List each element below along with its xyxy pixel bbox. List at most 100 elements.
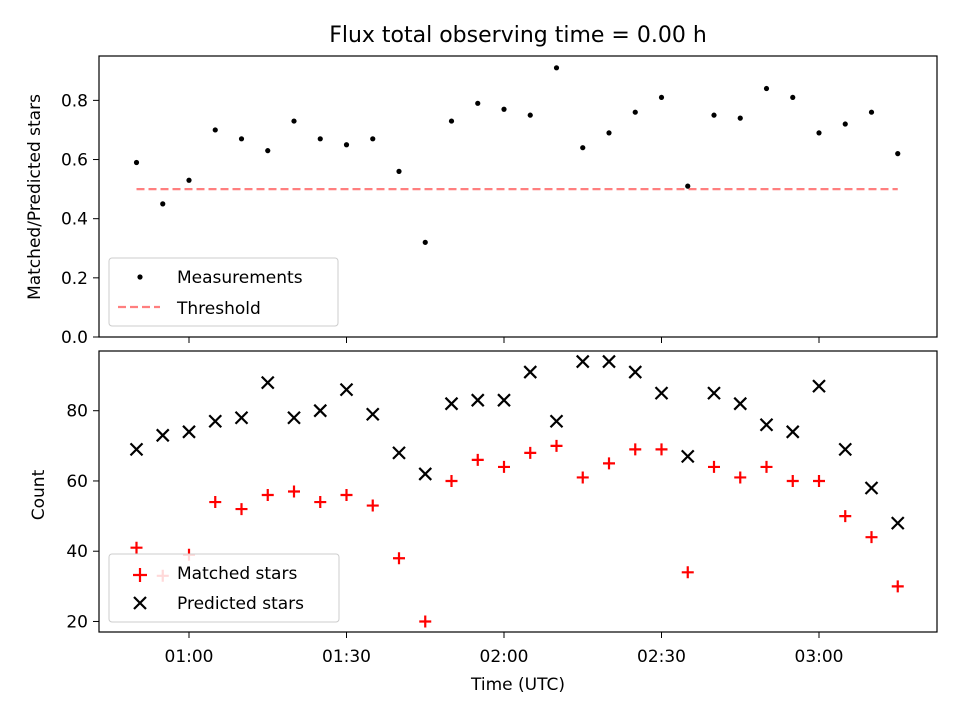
matched-stars-point: [708, 460, 720, 473]
top-plot-area: [133, 65, 901, 245]
bottom-axes-frame: [98, 350, 938, 633]
measurement-point: [632, 109, 638, 115]
matched-stars-point: [419, 615, 432, 628]
x-tick-label: 01:00: [165, 647, 214, 667]
predicted-stars-point: [182, 425, 196, 439]
matched-stars-point: [681, 566, 694, 579]
matched-stars-point: [340, 489, 353, 502]
predicted-stars-point: [602, 354, 616, 369]
predicted-stars-point: [838, 442, 853, 457]
matched-stars-point: [314, 496, 327, 509]
x-tick-label: 03:00: [795, 647, 844, 667]
y-tick-label: 60: [66, 472, 88, 492]
predicted-stars-point: [785, 425, 800, 439]
bottom-legend: Matched stars Predicted stars: [108, 553, 340, 623]
measurement-point: [291, 118, 297, 124]
predicted-stars-point: [680, 449, 695, 464]
matched-stars-point: [839, 510, 852, 523]
matched-stars-point: [366, 499, 379, 512]
matched-stars-point: [471, 453, 484, 466]
legend-matched-marker: [133, 568, 147, 582]
bottom-y-axis-label: Count: [29, 469, 49, 520]
predicted-stars-point: [470, 393, 485, 407]
legend-measurements-label: Measurements: [177, 268, 303, 288]
measurement-point: [527, 112, 533, 118]
bottom-plot-area: [129, 354, 905, 628]
predicted-stars-point: [365, 407, 380, 422]
measurement-point: [422, 239, 428, 245]
measurement-point: [580, 145, 586, 151]
matched-stars-point: [288, 485, 300, 498]
predicted-stars-point: [234, 410, 249, 425]
predicted-stars-point: [418, 467, 433, 481]
measurement-point: [448, 118, 455, 124]
predicted-stars-point: [549, 414, 564, 429]
predicted-stars-point: [497, 393, 511, 407]
predicted-stars-point: [628, 365, 643, 379]
predicted-stars-point: [287, 410, 301, 425]
matched-stars-point: [235, 503, 248, 516]
measurement-point: [658, 94, 665, 101]
predicted-stars-point: [208, 414, 223, 429]
measurement-point: [133, 159, 140, 166]
top-panel: 0.00.20.40.60.8 Matched/Predicted stars …: [25, 55, 938, 348]
legend-matched-label: Matched stars: [177, 564, 297, 584]
matched-stars-point: [891, 580, 904, 593]
predicted-stars-point: [339, 382, 354, 397]
measurement-point: [763, 85, 770, 92]
measurement-point: [711, 112, 717, 118]
bottom-y-axis: 20 40 60 80: [66, 402, 99, 632]
measurement-point: [790, 94, 796, 101]
measurement-point: [501, 106, 507, 112]
figure-title: Flux total observing time = 0.00 h: [329, 23, 707, 48]
matched-stars-point: [130, 541, 143, 554]
measurement-point: [186, 177, 192, 183]
predicted-stars-point: [654, 386, 669, 400]
legend-predicted-marker: [133, 596, 147, 610]
bottom-legend-box: [108, 553, 340, 623]
matched-stars-point: [576, 471, 589, 484]
measurement-point: [370, 136, 376, 142]
y-tick-label: 0.4: [61, 210, 88, 230]
predicted-stars-point: [759, 417, 774, 432]
predicted-stars-point: [313, 403, 328, 418]
measurement-point: [553, 65, 560, 71]
top-y-axis: 0.0 0.2 0.4 0.6 0.8: [61, 91, 99, 348]
y-tick-label: 0.8: [61, 91, 88, 111]
measurement-point: [842, 121, 848, 127]
matched-stars-point: [261, 489, 274, 502]
predicted-stars-point: [733, 396, 748, 411]
matched-stars-point: [813, 474, 825, 487]
predicted-stars-point: [812, 379, 826, 393]
predicted-stars-point: [155, 428, 170, 443]
x-tick-label: 02:30: [637, 647, 686, 667]
matched-stars-point: [603, 457, 615, 470]
y-tick-label: 0.0: [61, 328, 88, 348]
top-axes-frame: [98, 55, 938, 338]
y-tick-label: 0.2: [61, 269, 88, 289]
y-tick-label: 0.6: [61, 151, 88, 171]
y-tick-label: 20: [66, 612, 88, 632]
measurement-point: [160, 201, 166, 207]
matched-stars-point: [786, 474, 799, 487]
measurement-point: [396, 168, 402, 174]
measurement-point: [238, 136, 245, 142]
top-y-axis-label: Matched/Predicted stars: [25, 94, 45, 300]
top-legend-box: [108, 257, 339, 327]
matched-stars-point: [445, 474, 458, 487]
x-tick-label: 01:30: [322, 647, 371, 667]
legend-threshold-label: Threshold: [176, 299, 261, 319]
measurement-point: [343, 142, 350, 148]
measurement-point: [685, 183, 691, 189]
predicted-stars-point: [523, 365, 538, 379]
bottom-x-axis: 01:00 01:30 02:00 02:30 03:00: [165, 632, 844, 667]
measurement-point: [816, 130, 822, 136]
measurement-point: [895, 151, 901, 157]
legend-predicted-label: Predicted stars: [177, 594, 304, 614]
top-legend: Measurements Threshold: [108, 257, 339, 327]
measurement-point: [868, 109, 875, 115]
matched-stars-point: [865, 531, 878, 544]
predicted-stars-point: [864, 481, 879, 495]
bottom-panel: 20 40 60 80 01:00 01:30 02:00 02:30 03:00 Count…: [29, 350, 938, 695]
